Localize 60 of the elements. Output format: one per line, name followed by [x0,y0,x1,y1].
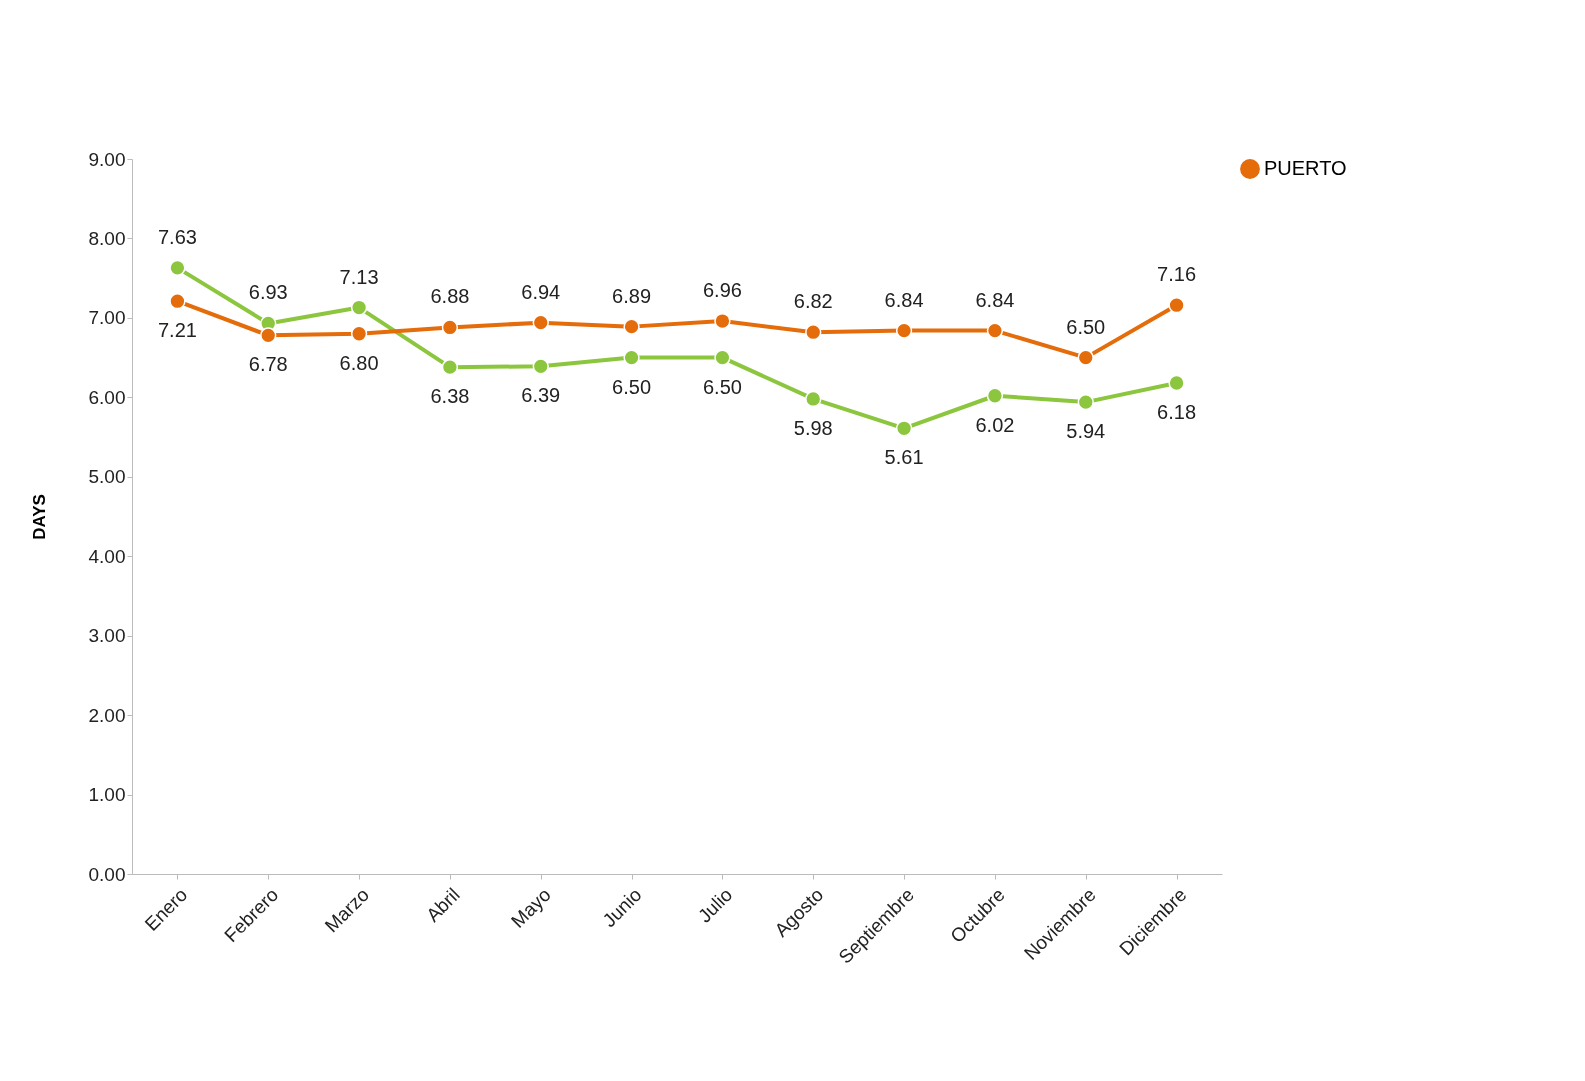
data-label: 6.82 [793,290,833,313]
y-tick-label: 0.00 [88,863,126,885]
data-label: 6.93 [248,281,288,304]
point [1077,393,1094,411]
data-label: 6.18 [1157,401,1197,424]
data-label: 7.63 [157,225,197,248]
data-label: 7.13 [339,265,379,288]
y-tick-label: 2.00 [88,704,126,726]
data-label: 6.39 [521,384,561,407]
point [714,349,731,366]
data-label: 6.89 [612,284,652,307]
point [532,314,549,331]
data-label: 5.98 [793,416,833,439]
point [350,299,368,316]
data-label: 6.80 [339,351,379,374]
data-label: 6.96 [702,279,742,302]
data-label: 6.94 [521,280,561,303]
point [1168,374,1185,392]
y-tick-label: 3.00 [88,625,126,647]
point [1168,297,1185,314]
y-tick-label: 8.00 [88,227,126,249]
point [623,318,640,335]
data-label: 6.88 [430,285,470,308]
data-label: 6.50 [612,375,652,398]
point [350,325,368,342]
data-label: 5.94 [1066,420,1106,443]
point [169,293,186,310]
point [805,390,822,408]
point [895,322,913,339]
y-axis-title: DAYS [29,494,49,540]
data-label: 7.21 [157,319,197,342]
point [441,319,459,336]
point [441,358,459,376]
data-label: 5.61 [884,446,924,469]
y-tick-label: 4.00 [88,545,126,567]
point [1077,349,1094,366]
y-tick-label: 9.00 [88,148,126,170]
point [895,420,913,437]
point [169,259,186,276]
legend-label: PUERTO [1264,157,1347,179]
point [260,327,277,344]
data-label: 6.50 [702,375,742,398]
y-tick-label: 1.00 [88,784,126,806]
data-label: 7.16 [1157,263,1197,286]
point [986,387,1004,404]
data-label: 6.38 [430,385,470,408]
point [805,324,822,341]
y-tick-label: 5.00 [88,466,126,488]
data-label: 6.84 [884,288,924,311]
y-tick-label: 6.00 [88,386,126,408]
x-tick-label: Julio [693,884,737,927]
point [986,322,1004,339]
point [532,358,549,375]
data-label: 6.84 [975,288,1015,311]
data-label: 6.02 [975,413,1015,436]
data-label: 6.50 [1066,315,1106,338]
point [714,312,731,330]
data-label: 6.78 [248,353,288,376]
y-tick-label: 7.00 [88,307,126,329]
point [623,349,640,366]
